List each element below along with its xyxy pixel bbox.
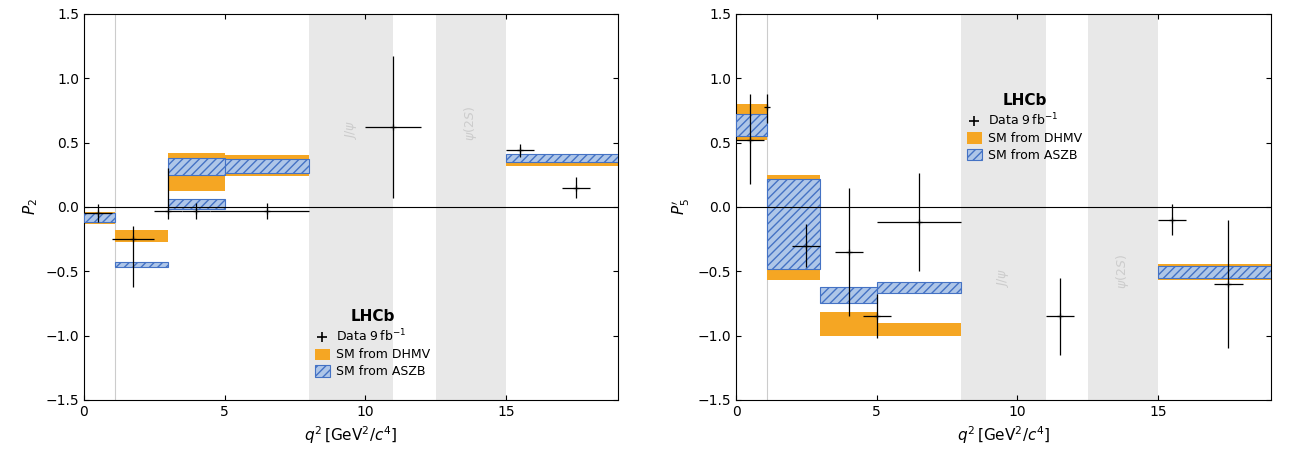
Bar — [737, 114, 768, 136]
Bar — [1087, 14, 1158, 400]
Bar — [308, 14, 393, 400]
Bar — [820, 287, 877, 304]
Bar — [961, 14, 1046, 400]
Bar — [506, 154, 618, 162]
Bar — [115, 262, 168, 267]
Bar — [84, 213, 115, 222]
Bar — [436, 14, 506, 400]
Bar — [877, 323, 961, 336]
Bar — [1158, 266, 1271, 278]
Bar — [1158, 264, 1271, 280]
Bar — [168, 199, 224, 210]
Bar — [168, 153, 224, 192]
Bar — [84, 212, 115, 224]
Bar — [224, 159, 308, 173]
Bar — [877, 281, 961, 293]
Bar — [737, 104, 768, 140]
Legend: Data $9\,\mathrm{fb}^{-1}$, SM from DHMV, SM from ASZB: Data $9\,\mathrm{fb}^{-1}$, SM from DHMV… — [966, 93, 1082, 162]
Bar — [768, 179, 820, 269]
Text: $\psi(2S)$: $\psi(2S)$ — [1115, 254, 1131, 289]
Bar — [224, 155, 308, 176]
Bar — [768, 175, 820, 280]
Bar — [506, 155, 618, 166]
Text: $J/\psi$: $J/\psi$ — [343, 120, 359, 140]
Bar — [820, 312, 877, 336]
Bar — [168, 158, 224, 175]
Bar — [115, 230, 168, 242]
Text: $\psi(2S)$: $\psi(2S)$ — [462, 106, 479, 141]
Legend: Data $9\,\mathrm{fb}^{-1}$, SM from DHMV, SM from ASZB: Data $9\,\mathrm{fb}^{-1}$, SM from DHMV… — [315, 309, 430, 378]
Y-axis label: $P_5^{\prime}$: $P_5^{\prime}$ — [671, 199, 691, 215]
X-axis label: $q^2\,[ \mathrm{GeV}^2/c^4]$: $q^2\,[ \mathrm{GeV}^2/c^4]$ — [957, 425, 1050, 446]
Y-axis label: $P_2$: $P_2$ — [21, 199, 40, 215]
Text: $J/\psi$: $J/\psi$ — [996, 267, 1011, 288]
X-axis label: $q^2\,[ \mathrm{GeV}^2/c^4]$: $q^2\,[ \mathrm{GeV}^2/c^4]$ — [304, 425, 397, 446]
